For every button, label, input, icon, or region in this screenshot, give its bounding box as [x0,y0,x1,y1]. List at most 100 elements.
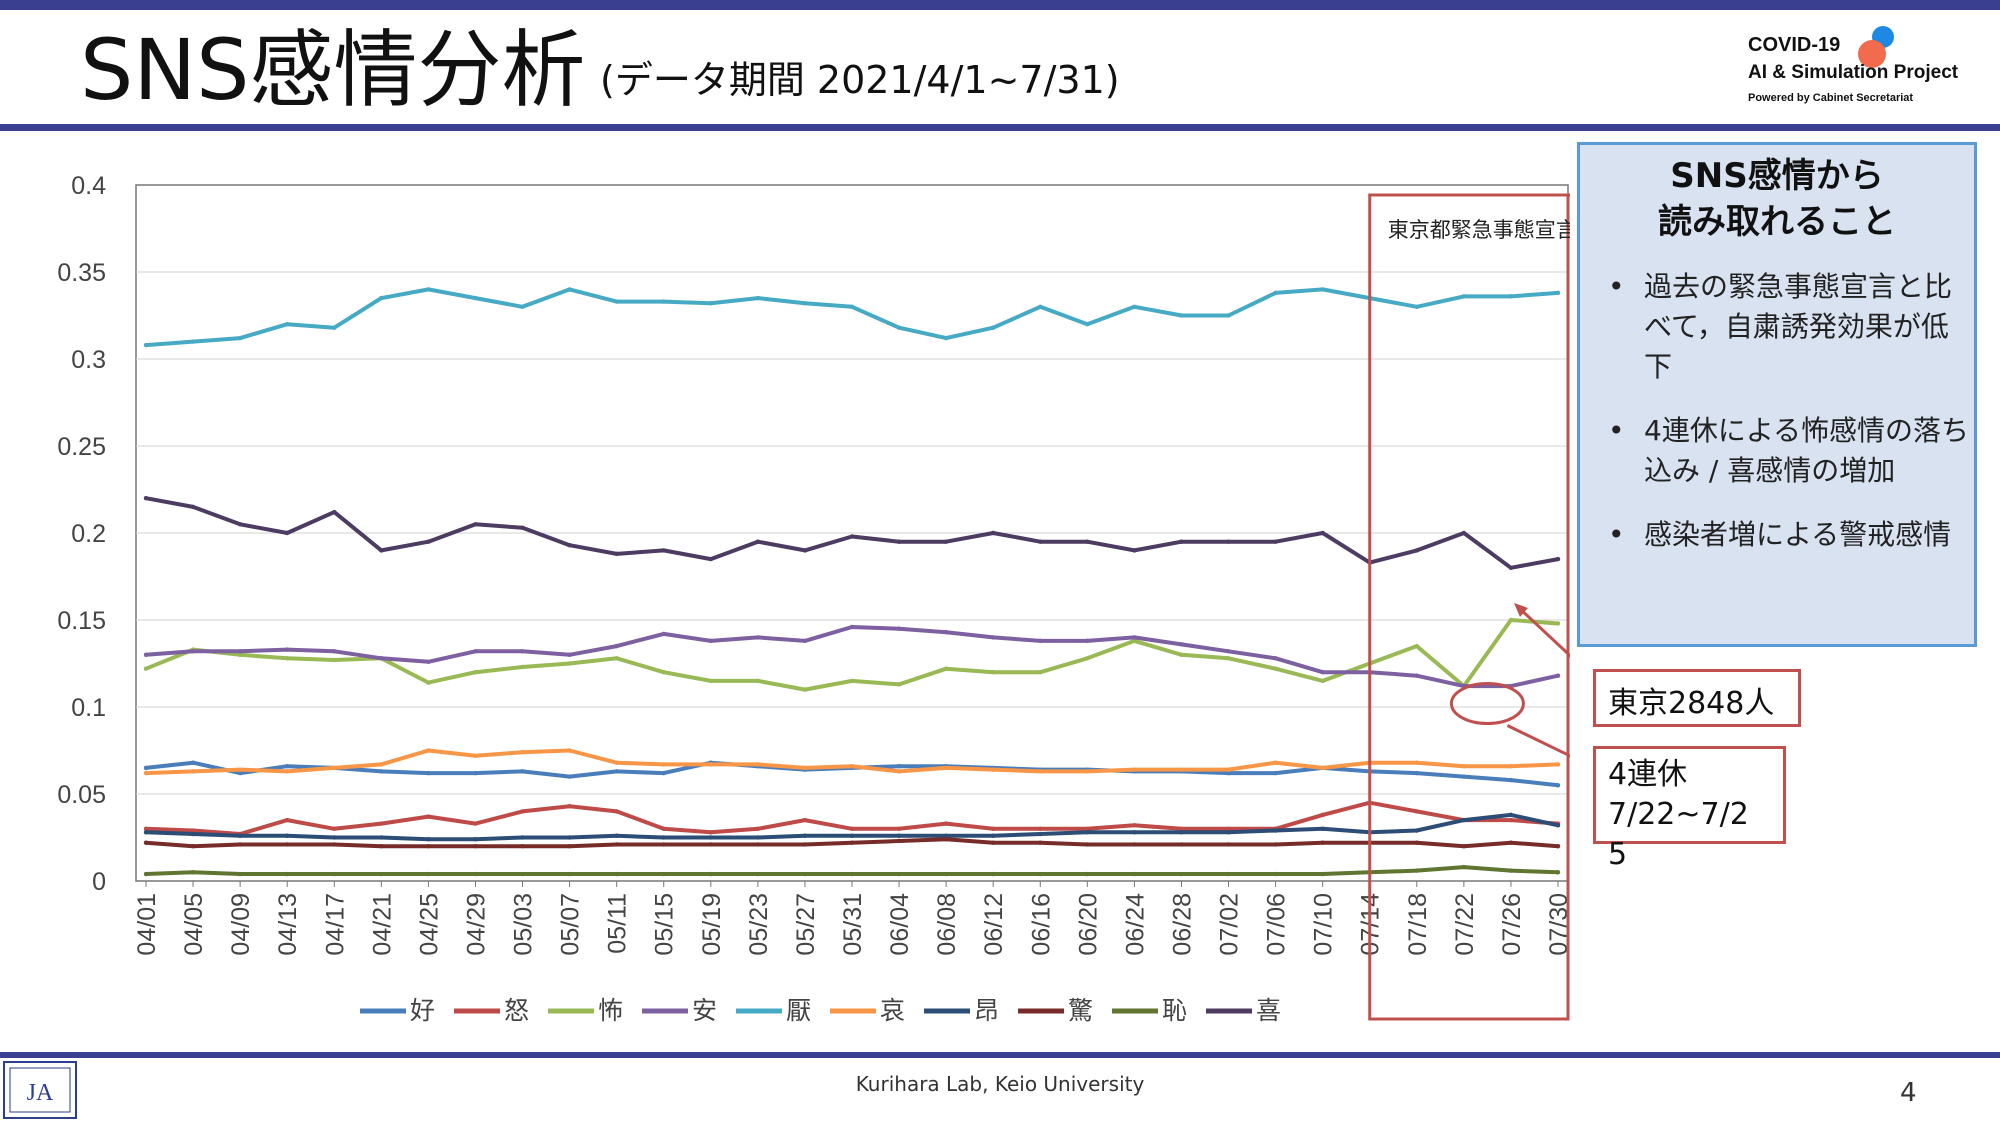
legend-label: 哀 [880,996,905,1025]
data-point-驚 [143,840,149,845]
data-point-怖 [520,664,525,670]
insight-item: 4連休による怖感情の落ち込み / 喜感情の増加 [1608,411,1974,491]
data-point-哀 [426,748,431,753]
data-point-好 [1226,770,1231,776]
data-point-怒 [1132,823,1137,828]
x-tick-label: 06/16 [1027,893,1055,956]
x-tick-label: 06/12 [980,893,1008,956]
data-point-恥 [1461,864,1467,870]
data-point-喜 [802,548,808,553]
data-point-哀 [755,762,761,767]
data-point-驚 [849,840,855,845]
data-point-安 [237,649,243,654]
data-point-好 [426,770,431,776]
y-tick-label: 0.35 [57,259,106,287]
data-point-哀 [1226,767,1231,772]
data-point-厭 [1414,304,1420,309]
data-point-怒 [802,817,808,823]
data-point-厭 [1273,290,1278,296]
x-tick-label: 04/01 [133,893,161,956]
data-point-怒 [1038,826,1043,831]
data-point-哀 [379,762,384,767]
data-point-怖 [708,678,713,684]
data-point-恥 [237,871,243,877]
data-point-安 [143,652,149,657]
data-point-喜 [567,542,572,548]
data-point-哀 [332,765,337,771]
x-tick-label: 07/06 [1263,893,1291,956]
data-point-驚 [237,842,243,847]
data-point-喜 [190,504,196,510]
data-point-哀 [473,753,478,758]
data-point-驚 [755,842,761,847]
data-point-驚 [1038,840,1043,845]
data-point-驚 [1320,840,1325,845]
footer-divider [0,1052,2000,1058]
data-point-厭 [520,304,525,309]
x-tick-label: 07/10 [1310,893,1338,956]
x-tick-label: 05/03 [510,893,538,956]
insights-title: SNS感情から 読み取れること [1580,153,1974,245]
data-point-怖 [661,670,666,675]
data-point-怒 [190,828,196,833]
tokyo-arrow-line [1516,605,1570,658]
legend-label: 恥 [1162,996,1187,1025]
top-accent-bar [0,0,2000,10]
data-point-安 [332,649,337,654]
data-point-哀 [1461,763,1467,769]
data-point-喜 [1555,556,1561,562]
data-point-怖 [567,661,572,666]
data-point-安 [1273,656,1278,661]
y-tick-label: 0 [92,868,106,896]
data-point-怒 [332,826,337,831]
data-point-哀 [1320,765,1325,771]
data-point-怖 [755,678,761,684]
covid-project-logo: COVID-19 AI & Simulation Project Powered… [1748,26,1978,114]
data-point-驚 [1132,842,1137,847]
data-point-怖 [1226,656,1231,661]
data-point-厭 [426,287,431,292]
x-tick-label: 04/25 [415,893,443,956]
highlight-ellipse [1449,682,1525,726]
data-point-喜 [896,539,902,544]
data-point-怒 [614,809,619,814]
data-point-怖 [1273,666,1278,671]
data-point-驚 [473,844,478,849]
data-point-怒 [991,826,996,831]
data-point-怒 [1179,826,1184,831]
data-point-昂 [285,833,290,838]
legend-label: 怖 [598,996,623,1025]
data-point-安 [1132,635,1137,640]
data-point-哀 [614,760,619,765]
series-line-厭 [144,287,1560,348]
data-point-恥 [473,871,478,877]
data-point-安 [190,649,196,654]
data-point-怒 [1085,826,1090,831]
data-point-昂 [1508,812,1514,818]
data-point-驚 [520,844,525,849]
data-point-昂 [1038,831,1043,837]
data-point-安 [1320,670,1325,675]
data-point-昂 [849,833,855,838]
data-point-好 [285,763,290,769]
data-point-驚 [285,842,290,847]
data-point-喜 [1508,565,1514,570]
page-subtitle: (データ期間 2021/4/1~7/31) [600,58,1120,102]
x-tick-label: 06/20 [1074,893,1102,956]
data-point-厭 [849,304,855,309]
data-point-昂 [1226,830,1231,835]
data-point-驚 [896,838,902,844]
emotion-line-chart: 0 0.05 0.1 0.15 0.2 0.25 0.3 0.35 0.4 04/01 04/05 0… [57,172,1570,1025]
holiday-arrow-line [1506,724,1570,758]
data-point-安 [708,638,713,644]
data-point-驚 [190,844,196,849]
data-point-好 [896,763,902,769]
data-point-怖 [991,670,996,675]
data-point-怒 [1320,812,1325,818]
data-point-好 [614,769,619,774]
data-point-恥 [1179,871,1184,877]
data-point-哀 [991,767,996,772]
data-point-驚 [943,837,949,842]
data-point-喜 [1179,539,1184,544]
data-point-哀 [1132,767,1137,772]
